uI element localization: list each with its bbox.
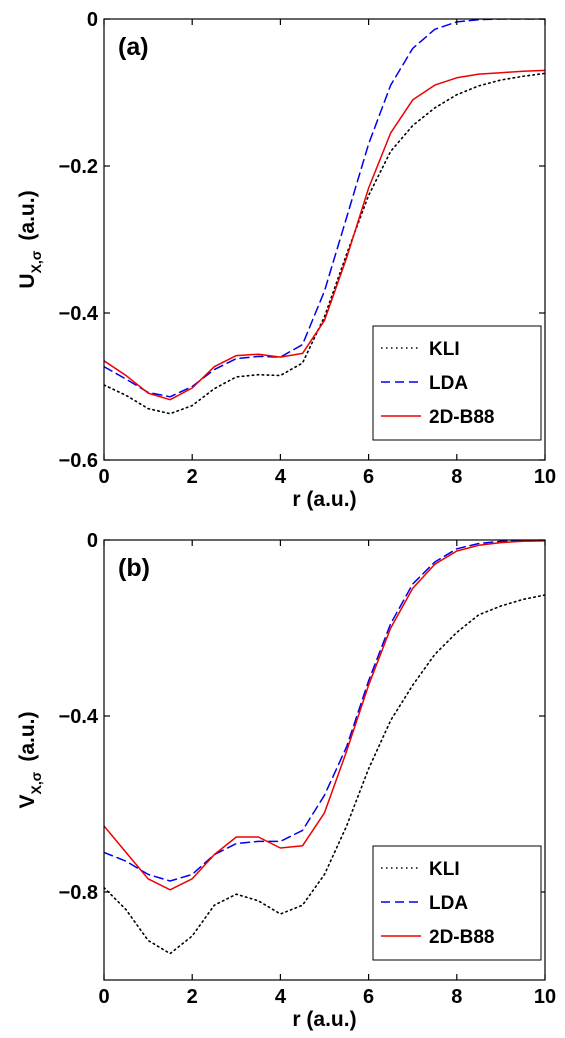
series-line-kli (104, 594, 545, 955)
axes-frame (103, 539, 546, 981)
y-axis-subscript: X,σ (28, 771, 44, 794)
legend: KLI LDA 2D-B88 (372, 845, 542, 961)
x-tick-label: 10 (534, 986, 556, 1008)
y-axis-symbol: U (16, 273, 39, 288)
legend-label: KLI (429, 339, 460, 360)
x-axis-label: r (a.u.) (292, 1008, 356, 1031)
panel-a: 0 2 4 6 8 10 −0.6 −0.4 −0.2 0 r (a.u.) UX,σ (a.u.) (a… (16, 9, 556, 511)
y-axis-label: VX,σ (a.u.) (16, 712, 44, 809)
series-line-2d-b88 (104, 540, 545, 891)
legend-box (372, 325, 542, 441)
legend-label: KLI (429, 859, 460, 880)
x-tick-label: 8 (451, 466, 462, 488)
legend-label: LDA (429, 373, 468, 394)
y-tick-label: −0.8 (59, 882, 98, 904)
legend: KLI LDA 2D-B88 (372, 325, 542, 441)
legend-box (372, 845, 542, 961)
legend-label: LDA (429, 893, 468, 914)
plot-area (104, 19, 545, 415)
x-tick-label: 4 (275, 986, 287, 1008)
y-axis-symbol: V (16, 794, 39, 808)
y-axis-unit: (a.u.) (16, 190, 39, 240)
series-line-kli (104, 72, 545, 415)
y-tick-label: −0.4 (59, 706, 99, 728)
x-axis-label: r (a.u.) (292, 488, 356, 511)
x-tick-label: 6 (363, 466, 374, 488)
x-tick-label: 6 (363, 986, 374, 1008)
y-tick-label: −0.4 (59, 303, 99, 325)
y-tick-label: 0 (87, 530, 98, 552)
y-axis-subscript: X,σ (28, 250, 44, 273)
y-tick-label: 0 (87, 9, 98, 31)
panel-b: 0 2 4 6 8 10 −0.8 −0.4 0 r (a.u.) VX,σ (a.u.) (b) KLI… (16, 530, 556, 1031)
x-tick-label: 2 (187, 986, 198, 1008)
series-line-lda (104, 19, 545, 398)
panel-label: (b) (118, 554, 150, 582)
y-axis-unit: (a.u.) (16, 712, 39, 762)
x-tick-label: 4 (275, 466, 287, 488)
series-line-lda (104, 540, 545, 882)
x-tick-label: 10 (534, 466, 556, 488)
x-tick-label: 2 (187, 466, 198, 488)
y-axis-label: UX,σ (a.u.) (16, 190, 44, 288)
plot-area (104, 540, 545, 955)
y-tick-label: −0.2 (59, 156, 98, 178)
y-tick-label: −0.6 (59, 450, 98, 472)
x-tick-label: 8 (451, 986, 462, 1008)
x-tick-label: 0 (98, 986, 109, 1008)
x-tick-label: 0 (98, 466, 109, 488)
panel-label: (a) (118, 33, 149, 61)
axes-frame (103, 18, 546, 461)
legend-label: 2D-B88 (429, 927, 494, 948)
series-line-2d-b88 (104, 69, 545, 401)
legend-label: 2D-B88 (429, 407, 494, 428)
